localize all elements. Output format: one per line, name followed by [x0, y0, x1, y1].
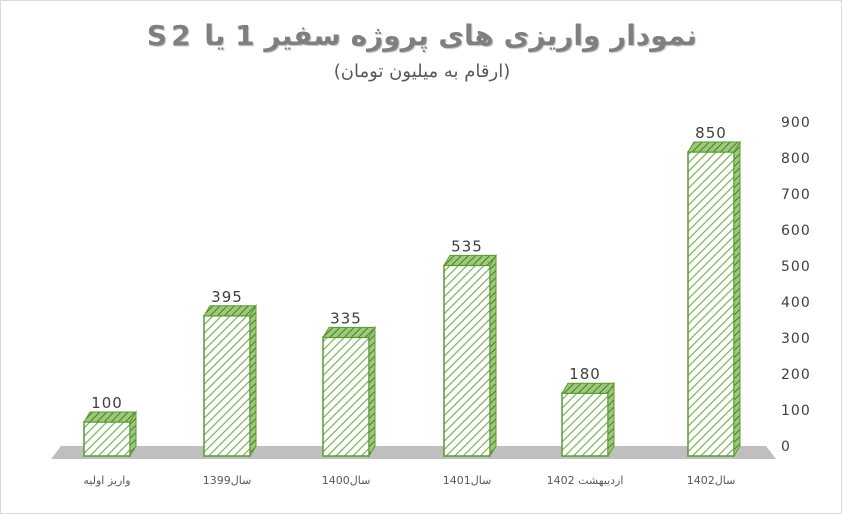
category-label: سال1399 — [203, 474, 252, 487]
category-label: سال1400 — [322, 474, 371, 487]
bar-front — [203, 315, 251, 457]
bar-top — [687, 141, 741, 153]
chart-subtitle: (ارقام به میلیون تومان) — [333, 61, 511, 82]
bar-front — [322, 336, 370, 457]
y-tick-label: 200 — [781, 367, 811, 383]
data-label: 100 — [91, 394, 123, 412]
bar — [687, 140, 741, 458]
bar-side — [607, 381, 615, 458]
data-label: 180 — [569, 365, 601, 383]
bar — [203, 303, 257, 458]
y-tick-label: 400 — [781, 295, 811, 311]
bar — [561, 381, 615, 458]
y-tick-label: 900 — [781, 115, 811, 131]
category-label: اردیبهشت 1402 — [547, 474, 624, 487]
bar-front — [443, 264, 491, 457]
y-tick-label: 300 — [781, 331, 811, 347]
bar-side — [489, 253, 497, 458]
category-label: سال1402 — [687, 474, 736, 487]
bar-top — [561, 382, 615, 394]
y-tick-label: 700 — [781, 187, 811, 203]
bar-top — [83, 411, 137, 423]
bar-front — [83, 421, 131, 457]
bar-top — [203, 305, 257, 317]
data-label: 335 — [330, 309, 362, 327]
y-tick-label: 500 — [781, 259, 811, 275]
bar — [443, 253, 497, 458]
bar-top — [443, 254, 497, 266]
category-label: واریز اولیه — [83, 474, 130, 487]
data-label: 395 — [211, 288, 243, 306]
bar-side — [249, 303, 257, 458]
y-tick-label: 100 — [781, 403, 811, 419]
chart-title: نمودار واریزی های پروژه سفیر 1 یا S2 — [146, 19, 698, 52]
bar — [83, 410, 137, 458]
bar-top — [322, 326, 376, 338]
y-tick-label: 800 — [781, 151, 811, 167]
bar-side — [733, 140, 741, 458]
category-label: سال1401 — [443, 474, 492, 487]
bar-side — [368, 325, 376, 458]
bar-side — [129, 410, 137, 458]
y-tick-label: 600 — [781, 223, 811, 239]
y-tick-label: 0 — [781, 439, 791, 455]
chart-floor — [51, 446, 776, 459]
bar-front — [687, 151, 735, 457]
bar-front — [561, 392, 609, 457]
bar — [322, 325, 376, 458]
data-label: 535 — [451, 237, 483, 255]
data-label: 850 — [695, 124, 727, 142]
